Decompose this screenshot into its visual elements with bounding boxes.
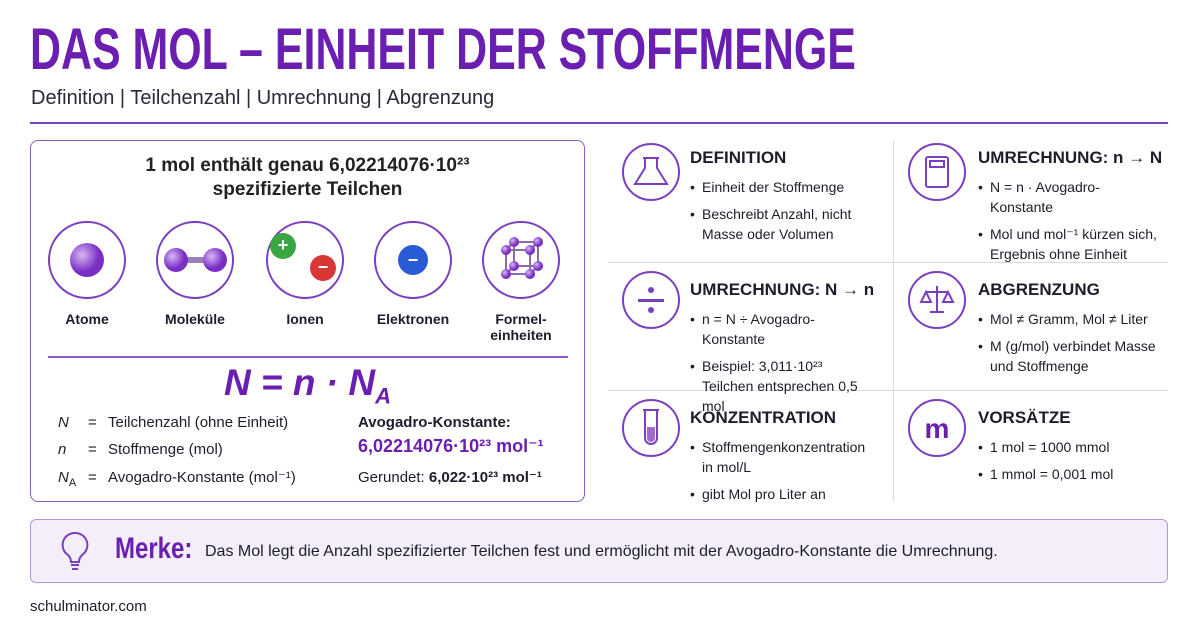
legend-text: Stoffmenge (mol) xyxy=(108,441,223,458)
statement-line: spezifizierte Teilchen xyxy=(212,179,403,200)
card-bullet: 1 mmol = 0,001 mol xyxy=(978,464,1158,484)
formula-sub: A xyxy=(375,383,391,409)
separator xyxy=(893,140,894,502)
card-title: UMRECHNUNG: n → N xyxy=(978,148,1163,167)
particle-label: Moleküle xyxy=(165,311,225,327)
tube xyxy=(643,409,659,445)
symbol: NA xyxy=(58,469,88,489)
rings xyxy=(48,221,560,299)
particle-icons: + − − xyxy=(48,221,560,299)
symbol-sub: A xyxy=(68,477,77,489)
footer: schulminator.com xyxy=(30,598,147,615)
bulb-icon xyxy=(61,531,89,570)
separator xyxy=(608,390,1168,391)
lattice xyxy=(505,241,539,275)
calculator xyxy=(925,156,949,188)
flask xyxy=(633,157,669,185)
card-title: ABGRENZUNG xyxy=(978,280,1100,299)
ion-minus: − xyxy=(318,257,329,277)
rule xyxy=(30,122,1168,124)
eq: = xyxy=(88,414,97,431)
note-box xyxy=(30,519,1168,583)
ion-plus: + xyxy=(278,235,289,255)
card-bullet: n = N ÷ Avogadro-Konstante xyxy=(690,309,870,349)
symbol-main: N xyxy=(58,469,69,486)
legend-row: N = Teilchenzahl (ohne Einheit) xyxy=(58,414,288,431)
note-text: Das Mol legt die Anzahl spezifizierter T… xyxy=(205,543,998,560)
avogadro-rounded: Gerundet: 6,022·10²³ mol⁻¹ xyxy=(358,468,542,486)
molecule xyxy=(164,248,227,272)
legend-text: Avogadro-Konstante (mol⁻¹) xyxy=(108,469,296,486)
card-bullet: Mol und mol⁻¹ kürzen sich, Ergebnis ohne… xyxy=(978,224,1158,264)
eq: = xyxy=(88,441,97,458)
particle-label: Atome xyxy=(65,311,109,327)
prefix-icon: m xyxy=(925,413,950,444)
card-bullet: Mol ≠ Gramm, Mol ≠ Liter xyxy=(978,309,1158,329)
scale xyxy=(919,286,955,313)
card-title: UMRECHNUNG: N → n xyxy=(690,280,875,299)
rounded-value: 6,022·10²³ mol⁻¹ xyxy=(428,469,542,486)
title: DAS MOL – EINHEIT DER STOFFMENGE xyxy=(30,17,856,82)
avogadro-value: 6,02214076·10²³ mol⁻¹ xyxy=(358,436,544,456)
rounded-label: Gerundet: xyxy=(358,469,425,486)
card-bullet: Stoffmengenkonzentration in mol/L xyxy=(690,437,870,477)
card-title: DEFINITION xyxy=(690,148,787,167)
particle-label: Elektronen xyxy=(376,311,450,327)
legend-row: NA = Avogadro-Konstante (mol⁻¹) xyxy=(58,468,296,489)
card-bullet: Beschreibt Anzahl, nicht Masse oder Volu… xyxy=(690,204,870,244)
subtitle: Definition | Teilchenzahl | Umrechnung |… xyxy=(31,87,495,109)
separator xyxy=(608,262,1168,263)
statement: 1 mol enthält genau 6,02214076·10²³ spezi… xyxy=(30,154,585,202)
formula: N = n · NA xyxy=(30,362,585,409)
divide xyxy=(638,287,664,313)
particle-label: Formel- einheiten xyxy=(490,311,552,343)
statement-line: 1 mol enthält genau 6,02214076·10²³ xyxy=(145,155,470,176)
symbol: N xyxy=(58,414,69,431)
hero-box xyxy=(30,140,585,502)
card-bullet: 1 mol = 1000 mmol xyxy=(978,437,1158,457)
note-label: Merke: xyxy=(115,532,193,565)
atom xyxy=(70,243,104,277)
electron: − xyxy=(398,245,428,275)
formula-main: N = n · N xyxy=(224,362,376,403)
card-bullet: M (g/mol) verbindet Masse und Stoffmenge xyxy=(978,336,1158,376)
divider xyxy=(48,356,568,358)
eq: = xyxy=(88,469,97,486)
card-bullet: gibt Mol pro Liter an xyxy=(690,484,870,504)
avogadro-label: Avogadro-Konstante: xyxy=(358,414,511,431)
card-title: KONZENTRATION xyxy=(690,408,837,427)
card-bullet: N = n · Avogadro-Konstante xyxy=(978,177,1158,217)
lattice-nodes xyxy=(501,237,543,279)
ions: + − xyxy=(270,233,336,281)
electron-sign: − xyxy=(408,250,419,270)
legend-text: Teilchenzahl (ohne Einheit) xyxy=(108,414,289,431)
card-bullet: Beispiel: 3,011·10²³ Teilchen entspreche… xyxy=(690,356,870,416)
symbol: n xyxy=(58,441,67,458)
card-bullet: Einheit der Stoffmenge xyxy=(690,177,870,197)
card-title: VORSÄTZE xyxy=(978,408,1071,427)
particle-label: Ionen xyxy=(286,311,324,327)
legend-row: n = Stoffmenge (mol) xyxy=(58,441,223,458)
